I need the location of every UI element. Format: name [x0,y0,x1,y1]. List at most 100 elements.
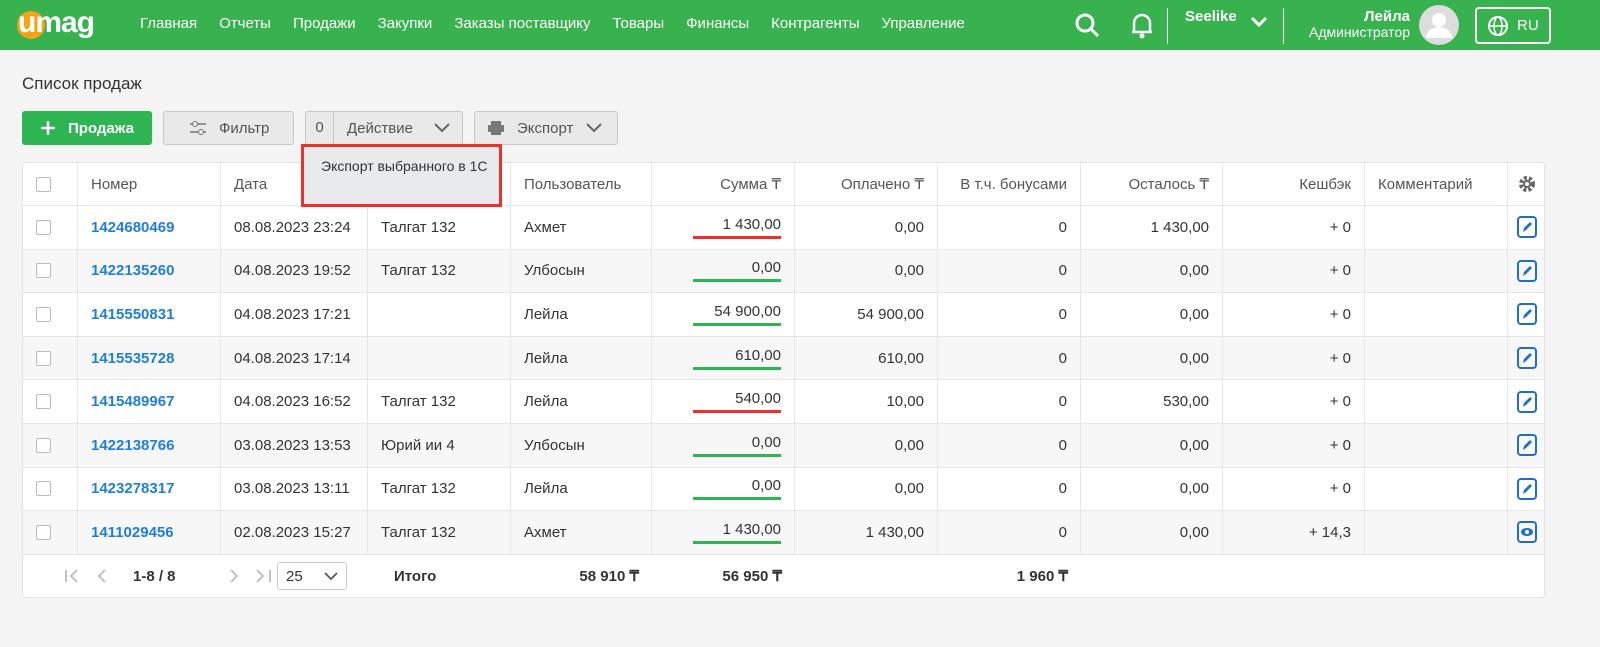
remain: 0,00 [1081,423,1223,467]
cashback: + 0 [1223,380,1365,423]
column-header: Номер [78,163,221,205]
checkbox-cell [23,336,78,380]
cell: 1415535728 [78,336,221,380]
table-row: 1424680469 08.08.2023 23:24 Талгат 132 Ахме… [23,206,1544,250]
menu-item[interactable]: Заказы поставщику [454,15,591,32]
sum: 540,00 [693,390,781,414]
checkbox-cell [23,380,78,423]
cell: 1422135260 [78,249,221,293]
cell: 1424680469 [78,206,221,249]
paid: 54 900,00 [795,293,938,336]
page-next-icons[interactable] [223,568,273,584]
user: Лейла [511,380,652,423]
export-button[interactable]: Экспорт [474,111,618,145]
avatar[interactable] [1418,4,1460,46]
sales-table: Номер Дата Пользователь Сумма ₸ Оплачено ₸ В … [22,162,1545,598]
menu-item[interactable]: Закупки [377,15,433,32]
company[interactable]: Seelike [1185,8,1237,25]
checkbox[interactable] [36,481,51,497]
count: 0 [306,112,334,144]
bonus: 0 [938,293,1081,336]
date: 03.08.2023 13:53 [221,423,368,467]
label: Действие [347,119,413,137]
add-button[interactable]: Продажа [22,111,152,145]
page-title: Список продаж [22,74,142,93]
sale-number[interactable]: 1423278317 [91,480,175,498]
action-cell [1508,206,1546,249]
label: Экспорт [517,119,574,137]
edit-icon[interactable] [1517,259,1537,282]
sale-number[interactable]: 1424680469 [91,218,175,236]
sum: 0,00 [693,259,781,283]
edit-icon[interactable] [1517,303,1537,326]
checkbox[interactable] [36,524,51,540]
checkbox-cell [23,163,78,205]
menu-item[interactable]: Товары [612,15,665,32]
checkbox[interactable] [36,219,51,235]
page-prev-icons[interactable] [63,568,133,584]
settings-cell [1508,163,1546,205]
bell-icon[interactable] [1128,10,1156,40]
gear-icon[interactable] [1518,175,1536,193]
plus-icon [41,121,55,135]
sum: 610,00 [693,347,781,370]
bonus: 0 [938,511,1081,554]
menu-item[interactable]: Продажи [292,15,356,32]
remain: 0,00 [1081,293,1223,336]
filter-button[interactable]: Фильтр [163,111,294,145]
cell: 54 900,00 [652,293,795,336]
comment [1365,511,1508,554]
view-icon[interactable] [1517,521,1537,544]
edit-icon[interactable] [1517,390,1537,413]
action-cell [1508,250,1546,293]
bonus: 0 [938,336,1081,380]
menu-item[interactable]: Отчеты [219,15,271,32]
edit-icon[interactable] [1517,347,1537,370]
language-button[interactable]: RU [1475,7,1551,44]
chevron [434,123,450,133]
sale-number[interactable]: 1411029456 [91,523,174,541]
edit-icon[interactable] [1517,477,1537,500]
bonus: 0 [938,423,1081,467]
column-header: Сумма ₸ [652,163,795,205]
column-header: В т.ч. бонусами [938,163,1081,205]
sale-number[interactable]: 1422135260 [91,262,175,280]
pagination: 1-8 / 8 25 [23,555,368,598]
page-size[interactable]: 25 [277,562,347,591]
menu: Главная Отчеты Продажи Закупки Заказы постав… [140,15,987,32]
checkbox[interactable] [36,263,51,279]
menu-item[interactable]: Главная [140,15,198,32]
menu-item[interactable]: Финансы [686,15,750,32]
edit-icon[interactable] [1517,434,1537,457]
logo[interactable]: umag [18,6,95,39]
sale-number[interactable]: 1415489967 [91,393,175,411]
edit-icon[interactable] [1517,216,1537,239]
column-header: Кешбэк [1223,163,1365,205]
checkbox[interactable] [36,350,51,366]
table-row: 1422135260 04.08.2023 19:52 Талгат 132 Улбо… [23,249,1546,294]
dropdown-item[interactable]: Экспорт выбранного в 1С [301,144,502,207]
remain: 0,00 [1081,511,1223,554]
sale-number[interactable]: 1415550831 [91,305,175,323]
sale-number[interactable]: 1422138766 [91,436,175,454]
menu-item[interactable]: Контрагенты [771,15,860,32]
action-button[interactable]: 0 Действие [305,111,463,145]
table-row: 1422138766 03.08.2023 13:53 Юрий ии 4 Улбос… [23,423,1544,468]
search-icon[interactable] [1073,11,1101,39]
user: Улбосын [511,249,652,293]
action-cell [1508,293,1546,336]
label: Фильтр [219,119,270,137]
checkbox[interactable] [36,437,51,453]
chevron[interactable] [1250,15,1268,29]
checkbox[interactable] [36,176,51,192]
sale-number[interactable]: 1415535728 [91,349,175,367]
checkbox[interactable] [36,394,51,410]
cashback: + 14,3 [1223,511,1365,554]
date: 02.08.2023 15:27 [221,511,368,554]
checkbox[interactable] [36,306,51,322]
store: Талгат 132 [368,511,511,554]
sum: 0,00 [693,434,781,457]
spacer [795,555,938,598]
menu-item[interactable]: Управление [881,15,965,32]
